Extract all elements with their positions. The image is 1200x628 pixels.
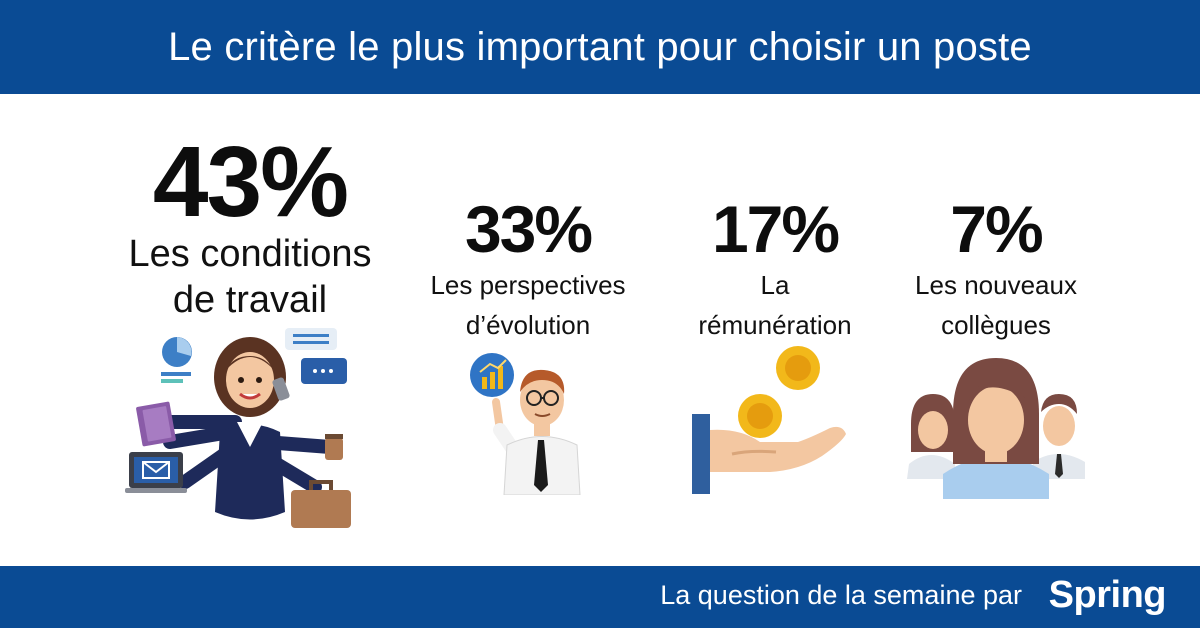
spring-logo[interactable]: Spring [1048,574,1167,616]
hand-coins-icon [692,346,846,494]
header-bar: Le critère le plus important pour choisi… [0,0,1200,94]
stat-label-line2: d’évolution [465,310,591,340]
team-people-icon [907,358,1085,499]
stat-percent: 33% [464,192,593,266]
growth-businessman-icon [470,353,581,495]
stat-percent: 43% [152,126,349,238]
stat-label-line1: La [760,270,790,300]
stat-career-prospects: 33% Les perspectives d’évolution [410,196,646,342]
multitasking-woman-icon [125,328,351,528]
footer-caption: La question de la semaine par [660,580,1022,610]
stat-label-line1: Les conditions [128,233,372,275]
stat-new-colleagues: 7% Les nouveaux collègues [890,196,1102,342]
stat-label-line2: collègues [941,310,1051,340]
stat-working-conditions: 43% Les conditions de travail [110,132,390,324]
stat-label-line2: de travail [172,279,328,321]
stat-label-line1: Les perspectives [430,270,626,300]
stat-salary: 17% La rémunération [660,196,890,342]
page-title: Le critère le plus important pour choisi… [168,24,1032,69]
footer-bar: La question de la semaine par Spring [0,566,1200,628]
stat-percent: 17% [711,192,840,266]
stat-label-line1: Les nouveaux [915,270,1077,300]
stat-percent: 7% [950,192,1043,266]
stat-label-line2: rémunération [698,310,852,340]
